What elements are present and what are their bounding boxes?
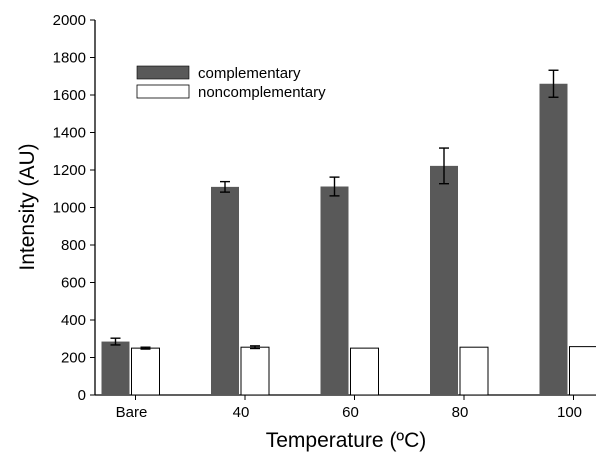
- bar-noncomplementary-60: [350, 347, 379, 396]
- y-tick-label: 800: [61, 237, 86, 254]
- legend-label-complementary: complementary: [198, 65, 301, 82]
- y-tick-label: 1200: [53, 162, 86, 179]
- x-tick-label: 40: [233, 404, 250, 421]
- bar-noncomplementary-40: [240, 346, 270, 396]
- bar-complementary-40: [211, 186, 239, 395]
- y-axis-title: Intensity (AU): [16, 143, 39, 270]
- x-tick-label: Bare: [116, 404, 148, 421]
- legend: complementary noncomplementary: [136, 65, 326, 101]
- legend-label-noncomplementary: noncomplementary: [198, 84, 326, 101]
- bar-noncomplementary-Bare: [131, 347, 160, 396]
- x-axis-ticks: Bare 40 60 80 100: [116, 395, 582, 421]
- bars: [101, 83, 596, 396]
- y-tick-label: 1800: [53, 50, 86, 67]
- y-tick-label: 1000: [53, 200, 86, 217]
- bar-complementary-80: [430, 165, 458, 395]
- y-tick-label: 1600: [53, 87, 86, 104]
- bar-complementary-100: [539, 83, 568, 395]
- error-bars: [110, 69, 559, 350]
- y-tick-label: 200: [61, 350, 86, 367]
- x-tick-label: 80: [452, 404, 469, 421]
- y-tick-label: 0: [78, 387, 86, 404]
- legend-swatch-complementary: [136, 65, 190, 80]
- y-tick-label: 1400: [53, 125, 86, 142]
- bar-noncomplementary-100: [569, 346, 596, 396]
- x-axis-title: Temperature (ºC): [266, 429, 427, 452]
- y-tick-label: 600: [61, 275, 86, 292]
- y-tick-label: 2000: [53, 12, 86, 29]
- legend-swatch-noncomplementary: [136, 84, 190, 99]
- y-axis-ticks: 0 200 400 600 800 1000 1200 1400 1600 1800 2000: [53, 12, 95, 404]
- bar-complementary-Bare: [101, 341, 130, 395]
- x-tick-label: 100: [557, 404, 582, 421]
- bar-complementary-60: [320, 186, 349, 395]
- y-tick-label: 400: [61, 312, 86, 329]
- bar-noncomplementary-80: [459, 346, 489, 396]
- x-tick-label: 60: [342, 404, 359, 421]
